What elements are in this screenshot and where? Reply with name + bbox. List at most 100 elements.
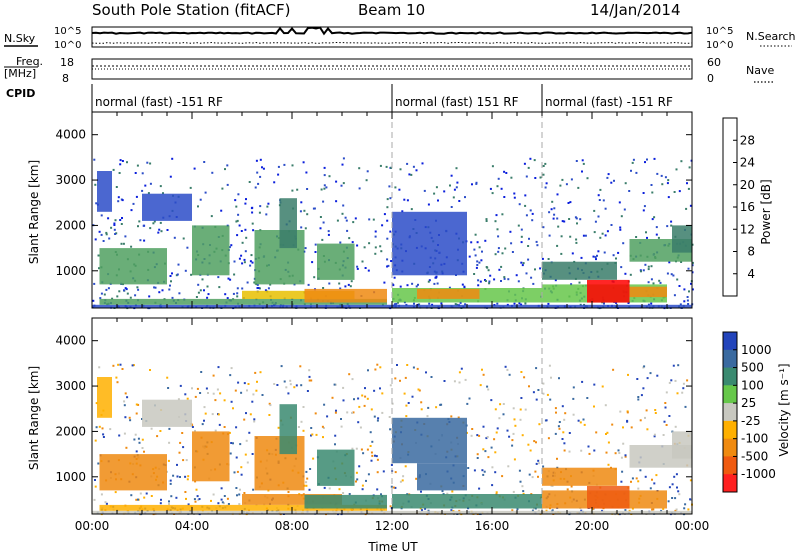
scatter-cell (296, 188, 299, 191)
scatter-cell (240, 391, 243, 394)
scatter-cell (551, 200, 554, 203)
scatter-cell (334, 443, 336, 446)
scatter-cell (605, 433, 607, 435)
scatter-cell (427, 406, 430, 409)
scatter-cell (533, 159, 536, 162)
scatter-cell (476, 434, 479, 437)
scatter-cell (177, 398, 180, 401)
scatter-cell (256, 171, 259, 174)
scatter-cell (642, 269, 645, 272)
scatter-cell (370, 459, 373, 462)
scatter-cell (475, 266, 478, 269)
scatter-cell (610, 181, 613, 184)
scatter-cell (379, 245, 382, 248)
scatter-cell (342, 399, 345, 402)
scatter-cell (520, 228, 523, 231)
scatter-cell (243, 258, 246, 261)
scatter-cell (691, 261, 694, 264)
scatter-cell (435, 275, 438, 278)
scatter-cell (376, 419, 379, 422)
scatter-cell (365, 179, 368, 182)
x-tick-label: 00:00 (75, 519, 110, 533)
scatter-cell (493, 438, 496, 441)
scatter-cell (204, 191, 207, 194)
scatter-cell (368, 242, 371, 245)
scatter-cell (503, 196, 506, 198)
velocity-colorbar: 1000 500 100 25 -25 -100 -500 -1000 (722, 331, 776, 493)
scatter-cell (199, 289, 202, 292)
data-region (142, 193, 192, 221)
scatter-cell (389, 197, 392, 200)
scatter-cell (420, 408, 423, 411)
scatter-cell (100, 233, 103, 236)
scatter-cell (116, 381, 119, 384)
x-tick-label: 04:00 (175, 519, 210, 533)
scatter-cell (532, 282, 535, 285)
noise-panel: N.Sky 10^5 10^0 10^5 10^0 N.Search (4, 26, 796, 51)
scatter-cell (351, 378, 354, 381)
scatter-cell (580, 256, 583, 259)
scatter-cell (358, 465, 361, 468)
scatter-cell (481, 368, 483, 371)
scatter-cell (527, 166, 530, 169)
scatter-cell (534, 268, 536, 271)
scatter-cell (395, 302, 398, 305)
scatter-cell (520, 303, 523, 306)
scatter-cell (350, 280, 353, 283)
scatter-cell (124, 392, 127, 395)
scatter-cell (478, 487, 481, 490)
scatter-cell (527, 258, 530, 261)
scatter-cell (561, 178, 564, 181)
scatter-cell (542, 465, 545, 468)
scatter-cell (671, 497, 674, 499)
scatter-cell (117, 363, 120, 366)
scatter-cell (506, 429, 509, 432)
scatter-cell (529, 157, 532, 160)
scatter-cell (556, 457, 558, 460)
data-region (279, 198, 297, 249)
colorbar-tick-label: 28 (740, 133, 755, 147)
scatter-cell (620, 266, 623, 269)
scatter-cell (182, 459, 185, 462)
scatter-cell (171, 296, 174, 299)
scatter-cell (659, 281, 662, 284)
scatter-cell (490, 399, 493, 402)
scatter-cell (125, 288, 128, 291)
scatter-cell (283, 380, 286, 383)
scatter-cell (386, 206, 389, 209)
scatter-cell (319, 216, 322, 218)
scatter-cell (320, 188, 323, 191)
noise-tick-bottom-left: 10^0 (54, 40, 81, 51)
y-tick-label: 3000 (55, 379, 86, 393)
scatter-cell (411, 395, 414, 398)
scatter-cell (256, 283, 259, 286)
scatter-cell (620, 480, 623, 483)
scatter-cell (351, 411, 353, 414)
scatter-cell (487, 269, 490, 272)
scatter-cell (369, 445, 372, 447)
scatter-cell (306, 213, 309, 216)
scatter-cell (520, 397, 523, 399)
scatter-cell (667, 179, 670, 182)
scatter-cell (575, 160, 578, 162)
scatter-cell (405, 404, 408, 407)
scatter-cell (390, 166, 393, 169)
scatter-cell (341, 163, 344, 166)
scatter-cell (113, 222, 116, 225)
scatter-cell (547, 437, 550, 440)
scatter-cell (646, 236, 648, 239)
scatter-cell (644, 416, 646, 419)
scatter-cell (117, 200, 120, 203)
scatter-cell (582, 162, 585, 165)
scatter-cell (586, 397, 589, 399)
scatter-cell (211, 413, 214, 416)
scatter-cell (689, 479, 692, 482)
scatter-cell (339, 241, 342, 244)
scatter-cell (149, 227, 152, 230)
scatter-cell (522, 490, 525, 493)
scatter-cell (105, 231, 108, 234)
scatter-cell (130, 209, 133, 212)
scatter-cell (235, 426, 238, 429)
scatter-cell (251, 211, 254, 214)
scatter-cell (207, 293, 210, 296)
